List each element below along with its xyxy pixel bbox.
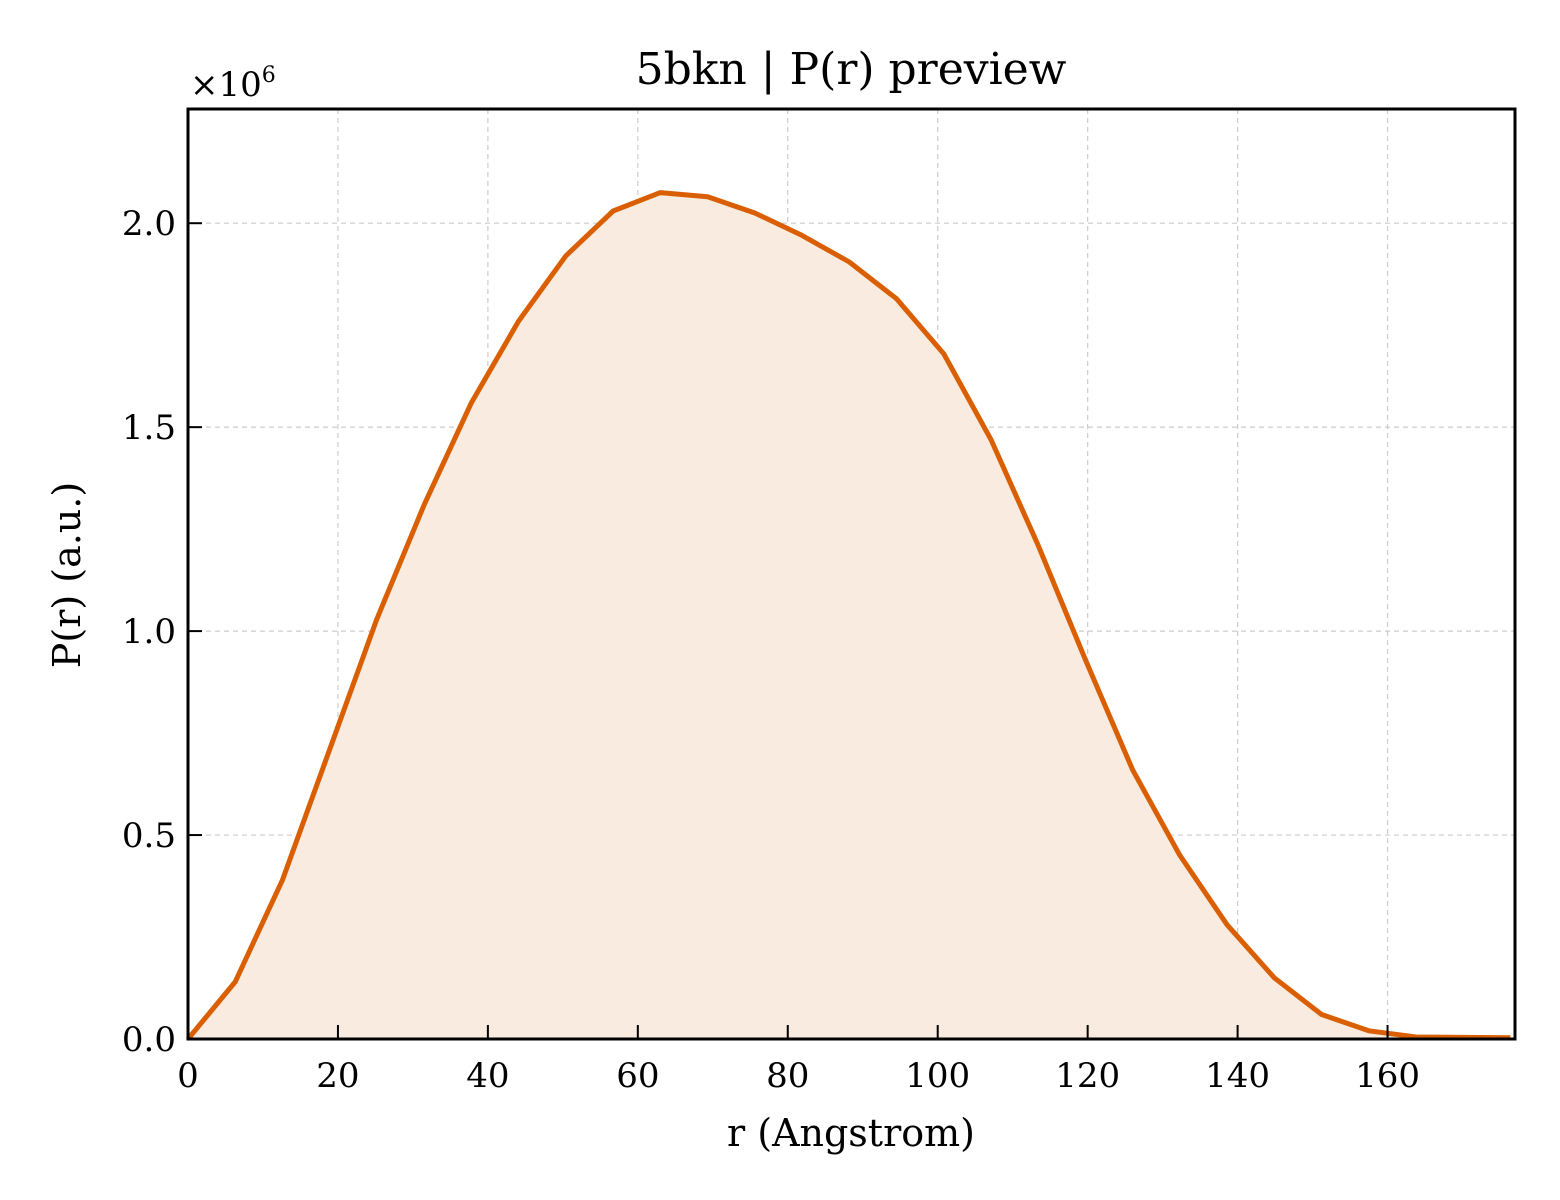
y-tick-label: 1.5 xyxy=(122,408,176,448)
y-tick-label: 0.5 xyxy=(122,816,176,856)
y-multiplier-exponent: 6 xyxy=(262,63,276,88)
x-tick-label: 120 xyxy=(1055,1056,1120,1096)
x-tick-labels: 0 20 40 60 80 100 120 140 160 xyxy=(177,1056,1420,1096)
pr-area-fill xyxy=(188,192,1511,1040)
x-tick-label: 60 xyxy=(616,1056,659,1096)
x-tick-label: 160 xyxy=(1355,1056,1420,1096)
y-tick-label: 1.0 xyxy=(122,612,176,652)
x-tick-label: 40 xyxy=(466,1056,509,1096)
x-tick-label: 20 xyxy=(316,1056,359,1096)
pr-series-line xyxy=(186,190,1511,1041)
chart-title: 5bkn | P(r) preview xyxy=(636,44,1067,95)
x-tick-label: 0 xyxy=(177,1056,199,1096)
x-tick-label: 100 xyxy=(905,1056,970,1096)
y-multiplier-base: ×10 xyxy=(190,65,262,105)
x-tick-label: 80 xyxy=(766,1056,809,1096)
y-tick-label: 2.0 xyxy=(122,204,176,244)
plot-frame xyxy=(186,107,1517,1041)
x-axis-label: r (Angstrom) xyxy=(727,1111,975,1155)
y-tick-labels: 0.0 0.5 1.0 1.5 2.0 xyxy=(122,204,176,1060)
axis-ticks xyxy=(187,222,1389,1040)
y-multiplier: ×106 xyxy=(190,63,276,105)
y-tick-label: 0.0 xyxy=(122,1020,176,1060)
x-tick-label: 140 xyxy=(1205,1056,1270,1096)
y-axis-label: P(r) (a.u.) xyxy=(45,482,89,668)
